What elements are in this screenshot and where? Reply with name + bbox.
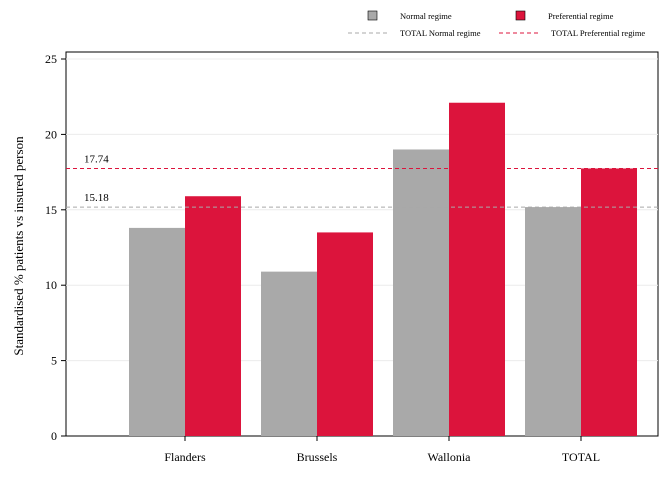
legend-label: Preferential regime bbox=[548, 11, 614, 21]
legend-label: TOTAL Normal regime bbox=[400, 28, 481, 38]
legend-swatch-0 bbox=[367, 10, 378, 21]
reference-line-label: 17.74 bbox=[84, 153, 109, 165]
bars bbox=[129, 102, 637, 437]
legend-label: Normal regime bbox=[400, 11, 452, 21]
bar-brussels-normal-regime bbox=[261, 271, 317, 436]
x-tick-label: Wallonia bbox=[427, 450, 471, 464]
reference-lines: 15.18 17.74 bbox=[66, 153, 658, 208]
bar-flanders-preferential-regime bbox=[185, 196, 241, 436]
legend-swatch-1 bbox=[515, 10, 526, 21]
x-axis: Flanders Brussels Wallonia TOTAL bbox=[164, 436, 600, 464]
reference-line-label: 15.18 bbox=[84, 192, 109, 204]
x-tick-label: TOTAL bbox=[562, 450, 600, 464]
bar-wallonia-preferential-regime bbox=[449, 102, 505, 437]
legend-label: TOTAL Preferential regime bbox=[551, 28, 645, 38]
bar-flanders-normal-regime bbox=[129, 227, 185, 436]
y-tick-label: 10 bbox=[45, 278, 57, 292]
x-tick-label: Brussels bbox=[297, 450, 338, 464]
y-tick-label: 0 bbox=[51, 429, 57, 443]
x-tick-label: Flanders bbox=[164, 450, 206, 464]
y-tick-label: 20 bbox=[45, 127, 57, 141]
legend: Normal regime Preferential regime TOTAL No… bbox=[348, 10, 645, 38]
y-tick-label: 25 bbox=[45, 52, 57, 66]
y-axis: 0 5 10 15 20 25 bbox=[45, 52, 66, 443]
bar-total-normal-regime bbox=[525, 207, 581, 436]
bar-brussels-preferential-regime bbox=[317, 232, 373, 436]
y-tick-label: 5 bbox=[51, 354, 57, 368]
bar-total-preferential-regime bbox=[581, 168, 637, 436]
y-tick-label: 15 bbox=[45, 203, 57, 217]
y-axis-label: Standardised % patients vs insured perso… bbox=[11, 136, 26, 356]
bar-wallonia-normal-regime bbox=[393, 149, 449, 437]
